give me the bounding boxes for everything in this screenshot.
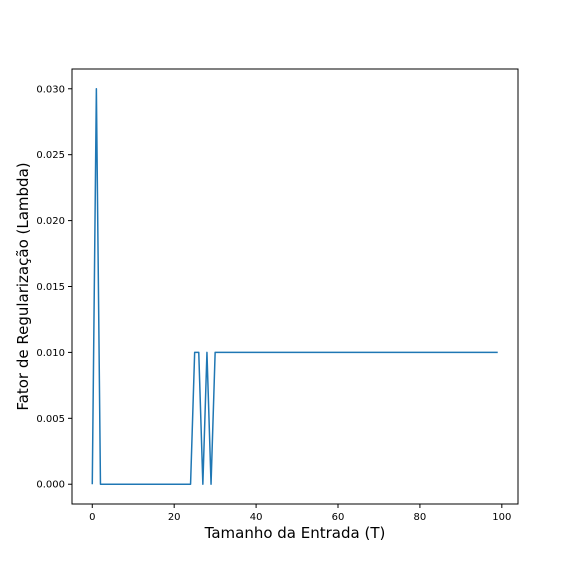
y-tick-label: 0.005 xyxy=(36,414,65,425)
plot-area xyxy=(91,88,498,485)
y-tick-label: 0.015 xyxy=(36,282,65,293)
x-tick-label: 60 xyxy=(332,512,345,523)
x-tick-label: 100 xyxy=(492,512,511,523)
y-tick-label: 0.010 xyxy=(36,348,65,359)
x-tick-label: 20 xyxy=(168,512,181,523)
series-line-0 xyxy=(91,88,498,485)
x-tick-label: 80 xyxy=(414,512,427,523)
x-axis-ticks: 0 20 40 60 80 100 xyxy=(89,504,511,523)
y-tick-label: 0.020 xyxy=(36,216,65,227)
x-tick-label: 0 xyxy=(89,512,95,523)
y-tick-label: 0.000 xyxy=(36,480,65,491)
x-axis-label: Tamanho da Entrada (T) xyxy=(204,524,386,542)
y-tick-label: 0.025 xyxy=(36,150,65,161)
y-axis-label: Fator de Regularização (Lambda) xyxy=(14,162,32,410)
x-tick-label: 40 xyxy=(250,512,263,523)
y-axis-ticks: 0.000 0.005 0.010 0.015 0.020 0.025 0.030 xyxy=(36,84,72,491)
axes-frame xyxy=(71,68,519,505)
y-tick-label: 0.030 xyxy=(36,84,65,95)
